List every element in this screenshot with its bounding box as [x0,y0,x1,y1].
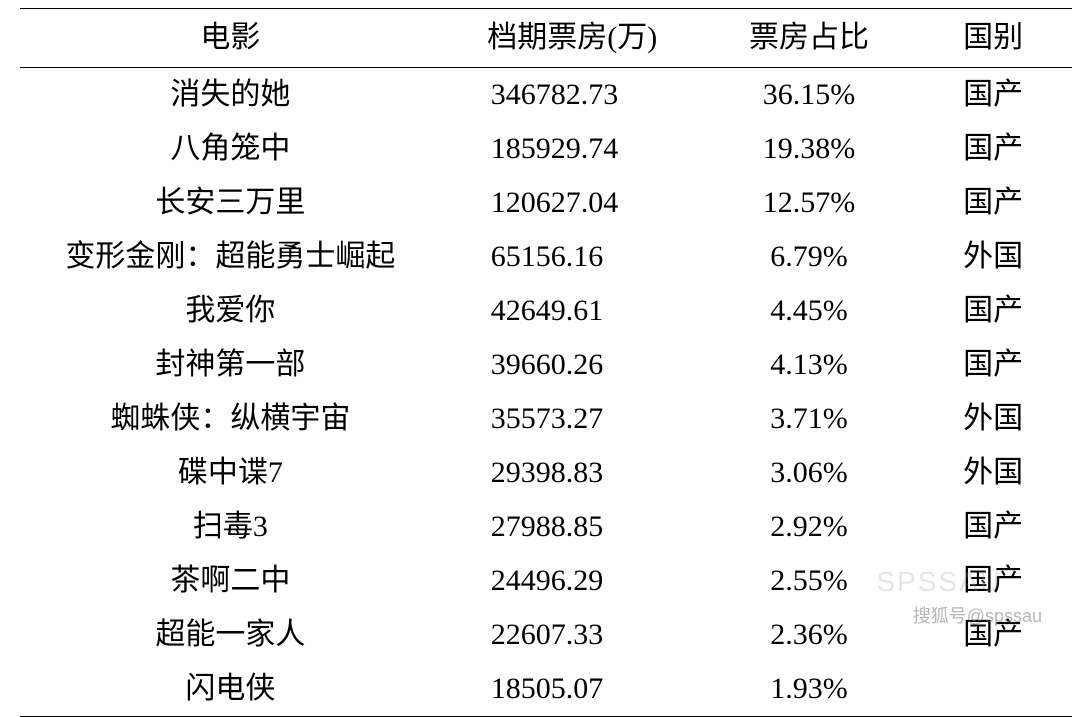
cell-percent: 4.45% [704,284,914,338]
table-row: 八角笼中 185929.74 19.38% 国产 [20,122,1072,176]
cell-boxoffice: 24496.29 [441,554,704,608]
cell-boxoffice: 22607.33 [441,608,704,662]
cell-percent: 12.57% [704,176,914,230]
header-country: 国别 [914,9,1072,68]
cell-percent: 36.15% [704,68,914,123]
cell-country: 国产 [914,122,1072,176]
watermark-faint: SPSSAU [876,566,1002,598]
cell-boxoffice: 27988.85 [441,500,704,554]
cell-boxoffice: 120627.04 [441,176,704,230]
cell-country [914,662,1072,717]
cell-movie: 封神第一部 [20,338,441,392]
cell-percent: 2.92% [704,500,914,554]
cell-movie: 茶啊二中 [20,554,441,608]
cell-movie: 八角笼中 [20,122,441,176]
cell-country: 国产 [914,338,1072,392]
cell-boxoffice: 39660.26 [441,338,704,392]
header-movie: 电影 [20,9,441,68]
table-row: 封神第一部 39660.26 4.13% 国产 [20,338,1072,392]
cell-movie: 碟中谍7 [20,446,441,500]
header-boxoffice: 档期票房(万) [441,9,704,68]
cell-movie: 扫毒3 [20,500,441,554]
cell-boxoffice: 185929.74 [441,122,704,176]
cell-movie: 超能一家人 [20,608,441,662]
table-row: 变形金刚：超能勇士崛起 65156.16 6.79% 外国 [20,230,1072,284]
cell-country: 国产 [914,284,1072,338]
cell-movie: 变形金刚：超能勇士崛起 [20,230,441,284]
table-row: 扫毒3 27988.85 2.92% 国产 [20,500,1072,554]
cell-boxoffice: 35573.27 [441,392,704,446]
table-row: 蜘蛛侠：纵横宇宙 35573.27 3.71% 外国 [20,392,1072,446]
cell-movie: 消失的她 [20,68,441,123]
cell-boxoffice: 346782.73 [441,68,704,123]
cell-country: 国产 [914,68,1072,123]
table-row: 消失的她 346782.73 36.15% 国产 [20,68,1072,123]
cell-country: 外国 [914,446,1072,500]
cell-percent: 4.13% [704,338,914,392]
table-row: 我爱你 42649.61 4.45% 国产 [20,284,1072,338]
cell-country: 外国 [914,392,1072,446]
cell-boxoffice: 42649.61 [441,284,704,338]
cell-percent: 3.71% [704,392,914,446]
table-header-row: 电影 档期票房(万) 票房占比 国别 [20,9,1072,68]
table-row: 长安三万里 120627.04 12.57% 国产 [20,176,1072,230]
table-row: 碟中谍7 29398.83 3.06% 外国 [20,446,1072,500]
header-percent: 票房占比 [704,9,914,68]
cell-percent: 3.06% [704,446,914,500]
cell-movie: 我爱你 [20,284,441,338]
cell-percent: 2.36% [704,608,914,662]
cell-percent: 19.38% [704,122,914,176]
cell-movie: 长安三万里 [20,176,441,230]
cell-boxoffice: 29398.83 [441,446,704,500]
table-row: 闪电侠 18505.07 1.93% [20,662,1072,717]
cell-country: 外国 [914,230,1072,284]
cell-country: 国产 [914,500,1072,554]
cell-boxoffice: 65156.16 [441,230,704,284]
cell-movie: 闪电侠 [20,662,441,717]
cell-percent: 1.93% [704,662,914,717]
watermark-text: 搜狐号@spssau [913,602,1042,628]
cell-country: 国产 [914,176,1072,230]
cell-percent: 6.79% [704,230,914,284]
cell-movie: 蜘蛛侠：纵横宇宙 [20,392,441,446]
cell-boxoffice: 18505.07 [441,662,704,717]
